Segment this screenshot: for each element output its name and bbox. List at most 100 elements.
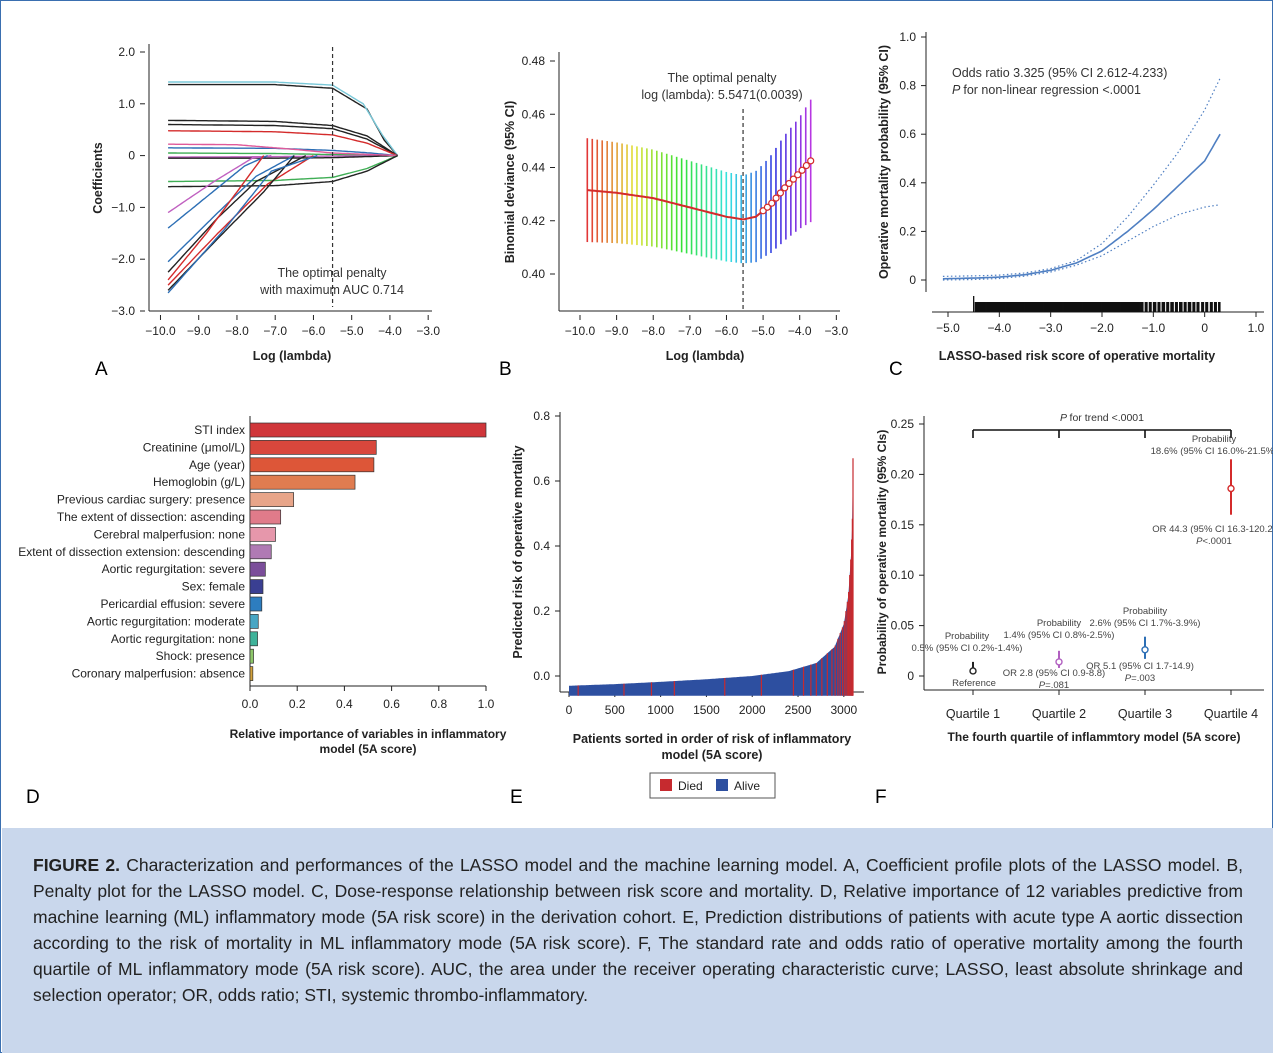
a-y-tick-label: −3.0 bbox=[111, 304, 135, 318]
f-y-label: Probability of operative mortality (95% … bbox=[875, 430, 889, 675]
a-x-tick-label: −9.0 bbox=[187, 324, 211, 338]
f-category-label: Quartile 4 bbox=[1204, 707, 1258, 721]
d-bar bbox=[249, 631, 258, 647]
panel-label-c: C bbox=[889, 359, 903, 380]
d-bar bbox=[249, 596, 263, 612]
c-x-label: LASSO-based risk score of operative mort… bbox=[939, 349, 1216, 363]
figure-panels: A B C D E F −10.0 −9.0 −8.0 −7.0 −6.0 −5.0 −4.… bbox=[18, 30, 1273, 808]
d-bar bbox=[249, 492, 295, 507]
caption-text: Characterization and performances of the… bbox=[33, 855, 1243, 1005]
b-y-tick-label: 0.46 bbox=[522, 107, 546, 121]
b-x-tick-label: −9.0 bbox=[605, 324, 629, 338]
b-mean-marker bbox=[781, 184, 789, 192]
caption-lead: FIGURE 2. bbox=[33, 855, 120, 875]
a-coef-line bbox=[168, 154, 398, 183]
c-y-tick-label: 0.2 bbox=[899, 224, 916, 238]
d-bar bbox=[249, 648, 254, 664]
e-x-tick-label: 1500 bbox=[693, 703, 720, 717]
f-point bbox=[1055, 658, 1063, 666]
e-alive-bars bbox=[569, 458, 853, 696]
c-x-tick-label: −2.0 bbox=[1090, 321, 1114, 335]
a-x-tick-label: −8.0 bbox=[225, 324, 249, 338]
f-probability-label: 1.4% (95% CI 0.8%-2.5%) bbox=[1004, 630, 1115, 641]
panel-label-d: D bbox=[26, 787, 40, 808]
d-bar bbox=[249, 422, 487, 438]
a-coef-line bbox=[167, 155, 265, 281]
a-coef-line bbox=[168, 154, 398, 188]
f-probability-label: Probability bbox=[1192, 434, 1237, 445]
b-mean-marker bbox=[768, 199, 776, 207]
c-y-tick-label: 0.6 bbox=[899, 127, 916, 141]
d-x-label: Relative importance of variables in infl… bbox=[230, 727, 507, 741]
f-probability-label: Probability bbox=[1123, 606, 1168, 617]
f-probability-label: Probability bbox=[945, 631, 990, 642]
b-mean-marker bbox=[776, 189, 785, 197]
c-annotation: P for non-linear regression <.0001 bbox=[952, 83, 1141, 97]
b-mean-marker bbox=[798, 166, 806, 174]
d-category-label: Hemoglobin (g/L) bbox=[153, 475, 245, 489]
a-coef-line bbox=[168, 152, 398, 157]
d-category-label: Sex: female bbox=[182, 580, 246, 594]
d-bar bbox=[249, 474, 356, 490]
c-x-tick-label: 0 bbox=[1201, 321, 1208, 335]
b-y-tick-label: 0.40 bbox=[522, 267, 546, 281]
f-y-tick-label: 0.15 bbox=[891, 518, 915, 532]
c-x-tick-label: 1.0 bbox=[1248, 321, 1265, 335]
e-x-tick-label: 0 bbox=[566, 703, 573, 717]
c-y-tick-label: 1.0 bbox=[899, 30, 916, 44]
e-legend-alive-swatch bbox=[716, 779, 728, 791]
figure-caption: FIGURE 2. Characterization and performan… bbox=[2, 828, 1273, 1053]
b-y-tick-label: 0.48 bbox=[522, 54, 546, 68]
a-y-tick-label: 2.0 bbox=[118, 45, 135, 59]
e-x-tick-label: 1000 bbox=[647, 703, 674, 717]
a-x-tick-label: −7.0 bbox=[263, 324, 287, 338]
f-trend-label: P for trend <.0001 bbox=[1060, 412, 1144, 424]
b-mean-marker bbox=[802, 161, 810, 170]
f-probability-label: 2.6% (95% CI 1.7%-3.9%) bbox=[1090, 618, 1201, 629]
d-category-label: Age (year) bbox=[189, 458, 245, 472]
f-category-label: Quartile 1 bbox=[946, 707, 1000, 721]
a-x-tick-label: −3.0 bbox=[416, 324, 440, 338]
b-y-label: Binomial deviance (95% CI) bbox=[503, 101, 517, 264]
b-mean-marker bbox=[785, 179, 793, 188]
a-coef-line bbox=[167, 154, 318, 294]
a-annotation: The optimal penalty bbox=[277, 266, 387, 280]
d-x-tick-label: 0.2 bbox=[289, 697, 306, 711]
d-bar bbox=[249, 440, 377, 455]
b-x-label: Log (lambda) bbox=[666, 349, 744, 363]
d-category-label: Cerebral malperfusion: none bbox=[94, 527, 246, 541]
f-y-tick-label: 0 bbox=[907, 669, 914, 683]
chart-a-lasso-coefficients: −10.0 −9.0 −8.0 −7.0 −6.0 −5.0 −4.0 −3.0 −3.0 −2.… bbox=[91, 44, 440, 363]
d-bar bbox=[249, 544, 272, 560]
b-x-tick-label: −8.0 bbox=[641, 324, 665, 338]
f-or-label: OR 44.3 (95% CI 16.3-120.2) bbox=[1152, 524, 1273, 535]
f-probability-label: Probability bbox=[1037, 618, 1082, 629]
d-category-label: Shock: presence bbox=[156, 649, 246, 663]
panel-label-f: F bbox=[875, 787, 887, 808]
b-mean-marker bbox=[807, 157, 815, 165]
b-annotation: log (lambda): 5.5471(0.0039) bbox=[641, 88, 802, 102]
d-x-label: model (5A score) bbox=[320, 742, 417, 756]
f-y-tick-label: 0.10 bbox=[891, 568, 915, 582]
d-category-label: Creatinine (μmol/L) bbox=[143, 440, 245, 454]
f-or-label: Reference bbox=[952, 678, 996, 689]
d-x-tick-label: 0.6 bbox=[383, 697, 400, 711]
b-mean-marker bbox=[772, 194, 780, 202]
a-coef-line bbox=[168, 119, 398, 157]
c-y-tick-label: 0 bbox=[909, 273, 916, 287]
panel-label-a: A bbox=[95, 359, 108, 380]
chart-e-risk-distribution: 0 500 1000 1500 2000 2500 3000 0.0 0.2 0.4 0.6 0.8 P… bbox=[511, 409, 864, 799]
b-x-tick-label: −7.0 bbox=[678, 324, 702, 338]
a-coef-line bbox=[167, 154, 272, 214]
panel-label-b: B bbox=[499, 359, 512, 380]
d-x-tick-label: 0.4 bbox=[336, 697, 353, 711]
e-x-tick-label: 2000 bbox=[739, 703, 766, 717]
f-or-label: OR 5.1 (95% CI 1.7-14.9) bbox=[1086, 661, 1194, 672]
c-x-tick-label: −5.0 bbox=[936, 321, 960, 335]
a-coef-line bbox=[168, 154, 398, 158]
d-x-tick-label: 0.0 bbox=[242, 697, 259, 711]
f-or-label: P=.003 bbox=[1125, 673, 1155, 684]
f-probability-label: 18.6% (95% CI 16.0%-21.5%) bbox=[1151, 446, 1273, 457]
e-x-label: model (5A score) bbox=[662, 748, 763, 762]
b-mean-marker bbox=[789, 175, 797, 183]
